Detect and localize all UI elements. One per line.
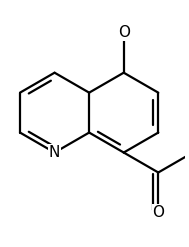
Text: O: O xyxy=(152,205,164,220)
Text: O: O xyxy=(118,25,130,40)
Text: N: N xyxy=(49,145,60,160)
